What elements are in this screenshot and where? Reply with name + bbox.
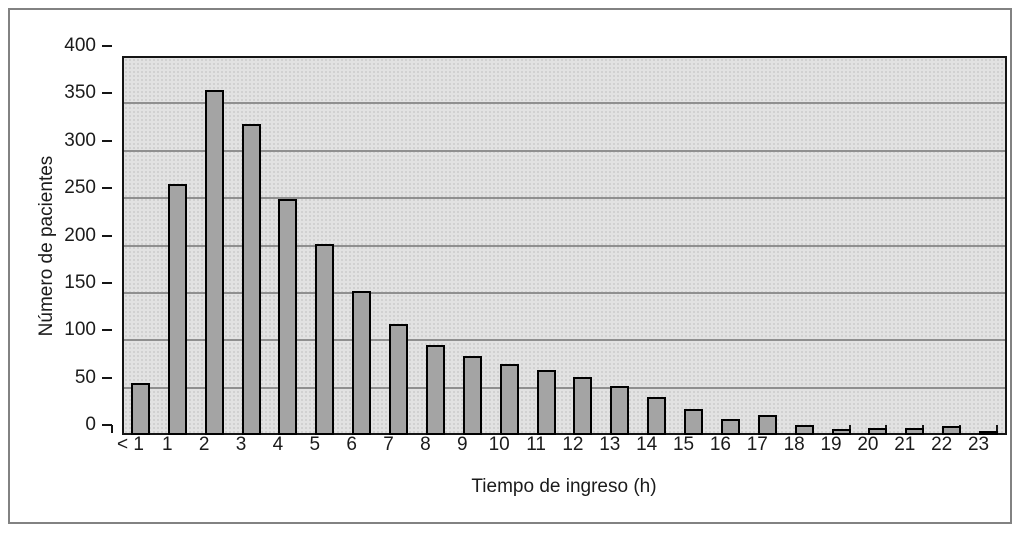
x-tick-label: 20 bbox=[857, 434, 879, 455]
x-tick-label: 12 bbox=[562, 434, 584, 455]
bar bbox=[610, 385, 630, 435]
gridline bbox=[124, 339, 1005, 342]
x-tick-label: 1 bbox=[162, 434, 173, 455]
bar bbox=[757, 415, 777, 435]
x-tick-label: 9 bbox=[457, 434, 468, 455]
x-tick-label: 21 bbox=[894, 434, 916, 455]
y-tick-mark bbox=[102, 234, 112, 237]
bar bbox=[720, 418, 740, 435]
bar bbox=[794, 424, 814, 435]
bar bbox=[352, 290, 372, 435]
x-tick-label: 18 bbox=[783, 434, 805, 455]
bar bbox=[204, 90, 224, 435]
bar bbox=[979, 431, 999, 436]
y-tick-mark bbox=[102, 187, 112, 190]
x-tick-label: 4 bbox=[272, 434, 284, 455]
x-tick-label: 5 bbox=[309, 434, 321, 455]
bar bbox=[278, 199, 298, 435]
x-tick-mark bbox=[996, 425, 998, 433]
bar bbox=[167, 183, 187, 435]
x-axis-title: Tiempo de ingreso (h) bbox=[471, 476, 657, 497]
y-tick-mark bbox=[102, 92, 112, 95]
bar bbox=[573, 377, 593, 435]
y-tick-mark bbox=[102, 424, 112, 426]
x-tick-mark bbox=[111, 425, 113, 433]
y-tick-label: 400 bbox=[64, 35, 96, 56]
x-tick-label: 15 bbox=[672, 434, 695, 455]
bar bbox=[536, 369, 556, 435]
y-tick-label: 250 bbox=[64, 177, 96, 199]
bar bbox=[241, 124, 261, 435]
gridline bbox=[124, 291, 1005, 294]
bar bbox=[499, 363, 519, 435]
x-tick-label: 17 bbox=[746, 434, 768, 455]
y-tick-label: 350 bbox=[64, 82, 96, 104]
x-tick-label: 8 bbox=[420, 434, 431, 455]
x-tick-label: < 1 bbox=[116, 434, 144, 455]
x-tick-label: 19 bbox=[820, 434, 842, 455]
x-tick-label: 11 bbox=[526, 434, 546, 455]
y-tick-label: 0 bbox=[85, 414, 96, 435]
bar bbox=[130, 382, 150, 435]
bar bbox=[425, 344, 445, 435]
x-tick-label: 6 bbox=[346, 434, 357, 455]
gridline bbox=[124, 244, 1005, 247]
y-tick-label: 150 bbox=[64, 271, 96, 293]
x-tick-mark bbox=[848, 425, 851, 433]
x-tick-label: 2 bbox=[198, 434, 210, 455]
x-tick-label: 22 bbox=[931, 434, 953, 455]
y-tick-mark bbox=[102, 139, 112, 142]
bar bbox=[905, 428, 925, 435]
y-tick-mark bbox=[102, 281, 112, 284]
gridline bbox=[124, 149, 1005, 152]
y-tick-mark bbox=[102, 376, 112, 379]
x-tick-label: 10 bbox=[488, 434, 510, 455]
y-tick-label: 200 bbox=[64, 224, 96, 246]
gridline bbox=[124, 197, 1005, 200]
plot-area bbox=[122, 56, 1007, 436]
y-tick-label: 50 bbox=[74, 366, 96, 388]
bar bbox=[684, 409, 704, 435]
y-tick-label: 300 bbox=[64, 129, 96, 151]
y-tick-label: 100 bbox=[64, 319, 96, 341]
bar bbox=[647, 397, 667, 435]
y-tick-mark bbox=[102, 329, 112, 332]
x-tick-label: 13 bbox=[599, 434, 621, 455]
x-tick-label: 14 bbox=[636, 434, 658, 455]
bar bbox=[462, 356, 482, 435]
bar bbox=[831, 429, 851, 435]
bar bbox=[942, 426, 962, 435]
gridline bbox=[124, 102, 1005, 105]
y-tick-mark bbox=[102, 45, 112, 47]
gridline bbox=[124, 386, 1005, 389]
x-tick-label: 16 bbox=[709, 434, 731, 455]
bar bbox=[315, 243, 335, 435]
x-tick-label: 3 bbox=[235, 434, 247, 455]
bar bbox=[868, 428, 888, 435]
bar bbox=[389, 324, 409, 435]
figure-frame: Número de pacientes 0 50 100 150 200 250 300 35… bbox=[8, 8, 1012, 524]
x-tick-label: 23 bbox=[967, 434, 990, 455]
x-tick-label: 7 bbox=[383, 434, 394, 455]
